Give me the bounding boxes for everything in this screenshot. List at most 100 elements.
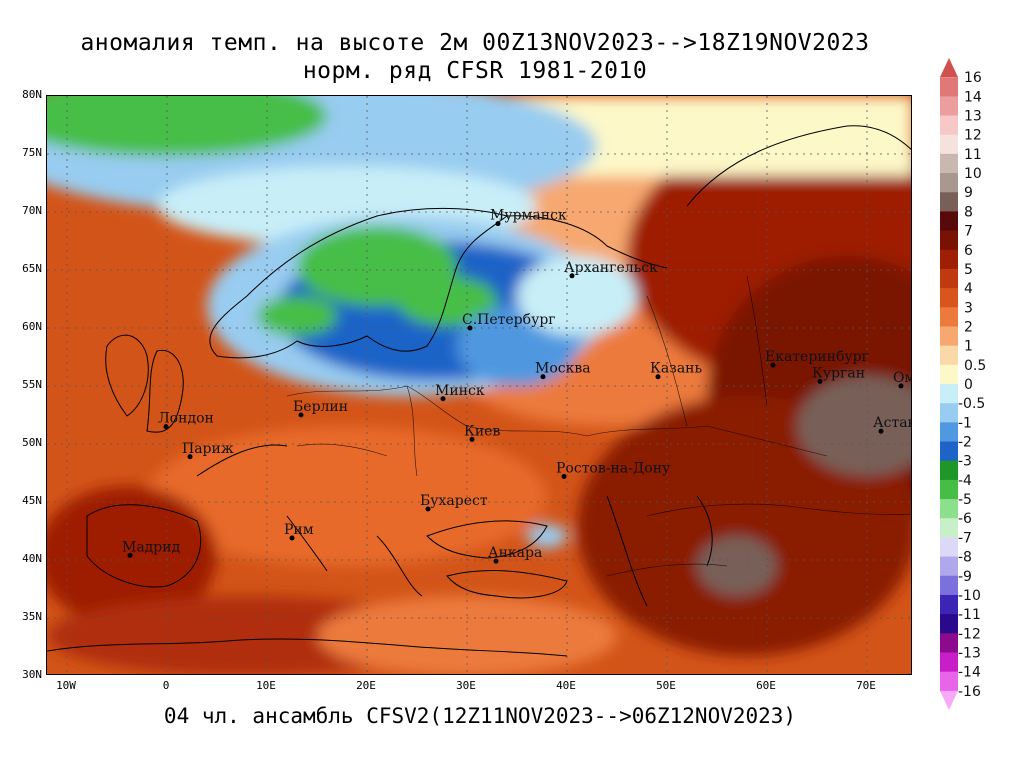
- colorbar-label: 12: [964, 128, 982, 144]
- colorbar-label: 13: [964, 109, 982, 125]
- colorbar-swatch: [940, 96, 958, 117]
- colorbar-label: 0: [964, 377, 973, 393]
- colorbar-swatch: [940, 192, 958, 212]
- colorbar-label: 7: [964, 224, 973, 240]
- colorbar-swatch: [940, 153, 958, 174]
- colorbar-label: 8: [964, 204, 973, 220]
- colorbar-label: -11: [958, 607, 981, 623]
- colorbar-swatch: [940, 479, 958, 500]
- map-title-line1: аномалия темп. на высоте 2м 00Z13NOV2023…: [80, 30, 870, 56]
- lat-label: 80N: [22, 88, 42, 101]
- lon-label: 70E: [856, 679, 876, 692]
- colorbar-swatch: [940, 384, 958, 404]
- colorbar-label: 5: [964, 262, 973, 278]
- colorbar-swatch: [940, 249, 958, 270]
- city-label: Лондон: [158, 411, 214, 427]
- lat-label: 60N: [22, 320, 42, 333]
- lat-label: 70N: [22, 204, 42, 217]
- colorbar-swatch: [940, 345, 958, 366]
- city-label: Москва: [535, 361, 591, 377]
- colorbar-label: 6: [964, 243, 973, 259]
- city-marker: [770, 362, 776, 368]
- city-marker: [289, 535, 295, 541]
- coastlines: [47, 125, 911, 657]
- city-label: Киев: [464, 423, 500, 439]
- lon-label: 0: [162, 679, 170, 692]
- colorbar-swatch: [940, 326, 958, 347]
- colorbar-label: -7: [958, 530, 972, 546]
- colorbar-label: 9: [964, 185, 973, 201]
- city-label: Архангельск: [564, 260, 658, 276]
- city-label: С.Петербург: [462, 312, 556, 328]
- anomaly-map: Мурманск Архангельск С.Петербург Москва Каза…: [46, 95, 912, 675]
- city-marker: [163, 424, 169, 430]
- map-footer: 04 чл. ансамбль CFSV2(12Z11NOV2023-->06Z…: [163, 704, 797, 728]
- colorbar-swatch: [940, 288, 958, 308]
- lat-label: 35N: [22, 610, 42, 623]
- city-marker: [469, 436, 475, 442]
- colorbar-label: 16: [964, 70, 982, 86]
- colorbar-swatch: [940, 614, 958, 634]
- lon-label: 10W: [56, 679, 76, 692]
- colorbar-label: -2: [958, 435, 972, 451]
- map-title-line2: норм. ряд CFSR 1981-2010: [302, 58, 648, 84]
- lat-label: 40N: [22, 552, 42, 565]
- city-label: Париж: [182, 441, 234, 457]
- lat-label: 50N: [22, 436, 42, 449]
- lat-label: 65N: [22, 262, 42, 275]
- city-marker: [569, 273, 575, 279]
- colorbar-label: -6: [958, 511, 972, 527]
- colorbar-label: 1: [964, 339, 973, 355]
- colorbar-label: 2: [964, 319, 973, 335]
- city-label: Бухарест: [420, 493, 488, 509]
- colorbar-swatch: [940, 115, 958, 136]
- colorbar-label: -10: [958, 588, 981, 604]
- city-marker: [495, 221, 501, 227]
- city-label: Берлин: [293, 399, 348, 415]
- colorbar: 16 14 13 12 11 10 9 8 7 6 5 4 3 2 1 0.5 0 -0.5 -1 -2 -3 -4 -5 -…: [936, 50, 1024, 720]
- city-marker: [127, 552, 133, 558]
- city-marker: [298, 412, 304, 418]
- colorbar-label: 3: [964, 300, 973, 316]
- colorbar-swatch: [940, 499, 958, 519]
- colorbar-swatch: [940, 134, 958, 155]
- city-marker: [540, 374, 546, 380]
- colorbar-swatch: [940, 211, 958, 232]
- city-marker: [878, 428, 884, 434]
- colorbar-swatch: [940, 671, 958, 692]
- colorbar-label: 10: [964, 166, 982, 182]
- city-label: Минск: [435, 383, 485, 399]
- city-label: Омск: [893, 370, 912, 386]
- colorbar-label: -1: [958, 415, 972, 431]
- colorbar-label: -4: [958, 473, 972, 489]
- colorbar-swatch: [940, 441, 958, 462]
- city-label: Мурманск: [490, 208, 567, 224]
- city-label: Рим: [284, 522, 314, 538]
- colorbar-label: -16: [958, 684, 981, 700]
- colorbar-swatch: [940, 690, 958, 710]
- city-marker: [425, 506, 431, 512]
- lat-label: 55N: [22, 378, 42, 391]
- lon-label: 10E: [256, 679, 276, 692]
- colorbar-swatch: [940, 173, 958, 193]
- colorbar-swatch: [940, 268, 958, 289]
- city-marker: [655, 374, 661, 380]
- lat-label: 30N: [22, 668, 42, 681]
- city-marker: [493, 558, 499, 564]
- colorbar-label: -8: [958, 550, 972, 566]
- colorbar-swatch: [940, 422, 958, 443]
- colorbar-swatch: [940, 556, 958, 577]
- city-marker: [467, 325, 473, 331]
- lon-label: 40E: [556, 679, 576, 692]
- colorbar-swatch: [940, 364, 958, 385]
- lat-label: 45N: [22, 494, 42, 507]
- colorbar-label: 0.5: [964, 358, 986, 374]
- colorbar-swatch: [940, 575, 958, 596]
- lon-label: 20E: [356, 679, 376, 692]
- city-label: Екатеринбург: [765, 349, 869, 365]
- city-marker: [817, 378, 823, 384]
- city-label: Ростов-на-Дону: [556, 460, 671, 476]
- lon-label: 50E: [656, 679, 676, 692]
- city-label: Курган: [812, 365, 865, 381]
- colorbar-label: -14: [958, 665, 981, 681]
